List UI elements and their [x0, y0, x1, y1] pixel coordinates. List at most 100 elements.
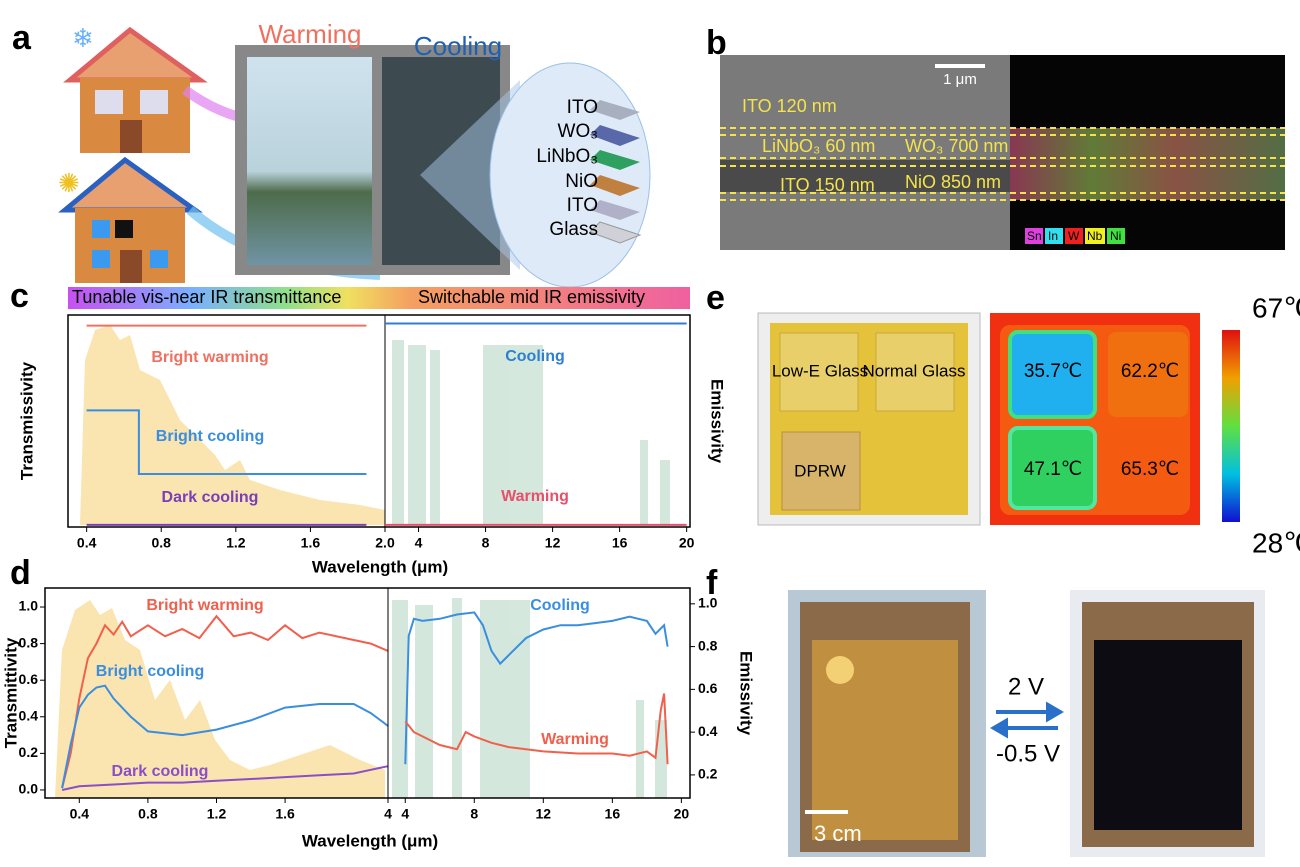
y2-tick-label: 0.2 [698, 766, 718, 782]
series-line [61, 684, 389, 789]
series-label: Dark cooling [162, 489, 259, 506]
x-tick-label: 1.6 [301, 535, 321, 551]
panel-letter: a [12, 19, 32, 57]
layer-label: ITO [567, 195, 598, 216]
y-axis-title: Transmissivity [17, 361, 36, 480]
x-tick-label: 0.8 [138, 806, 158, 822]
x-tick-label: 16 [612, 535, 628, 551]
annotation: ITO 120 nm [742, 96, 837, 116]
temperature: 65.3℃ [1121, 459, 1179, 480]
x-tick-label: 20 [679, 535, 695, 551]
panel-letter: b [706, 24, 727, 62]
element-legend: Sn In W Nb Ni [1025, 228, 1125, 244]
y-tick-label: 0.8 [19, 634, 39, 650]
header-text: Switchable mid IR emissivity [418, 287, 645, 307]
panel-letter: d [10, 554, 31, 592]
y2-tick-label: 0.8 [698, 637, 718, 653]
colorbar-label: 28℃ [1252, 527, 1300, 558]
glass-sample [875, 332, 955, 412]
voltage: -0.5 V [996, 740, 1060, 767]
house: ❄ [63, 23, 208, 153]
scale-label: 3 cm [814, 821, 862, 846]
annotation: NiO 850 nm [905, 172, 1001, 192]
annotation: ITO 150 nm [780, 175, 875, 195]
thermal-spot [1008, 426, 1097, 510]
y-tick-label: 0.2 [19, 744, 39, 760]
colorbar [1222, 330, 1240, 522]
atmospheric-window [392, 598, 667, 798]
x-tick-label: 20 [674, 806, 690, 822]
y-tick-label: 0.0 [19, 781, 39, 797]
y2-tick-label: 0.4 [698, 723, 718, 739]
x-tick-label: 1.2 [207, 806, 227, 822]
glass-sample [781, 431, 861, 511]
panel-letter: e [706, 279, 725, 317]
house: ✺ [58, 156, 203, 283]
layers [589, 100, 642, 244]
glass-sample [779, 332, 859, 412]
panel-b: 1 μm ITO 120 nm LiNbO₃ 60 nm WO₃ 700 nm … [720, 55, 1285, 250]
series-line [86, 409, 367, 475]
x-tick-label: 1.2 [226, 535, 246, 551]
panel-a: ❄ ✺ Warming Cooling ITO WO₃ LiNbO₃ NiO I… [58, 19, 651, 288]
x-tick-label: 16 [605, 806, 621, 822]
zoom-cone [420, 80, 520, 270]
layer-label: ITO [567, 97, 598, 118]
header-text: Tunable vis-near IR transmittance [72, 287, 341, 307]
switch-arrows [990, 701, 1064, 739]
series-line [404, 693, 669, 765]
layer-label: Glass [549, 219, 598, 240]
element-label: Ni [1110, 229, 1121, 243]
model-window [1094, 640, 1242, 830]
x-tick-label: 1.6 [275, 806, 295, 822]
x-tick-label: 4 [415, 535, 423, 551]
panel-f: 3 cm 2 V -0.5 V [788, 590, 1265, 857]
layer-label: WO₃ [558, 121, 598, 142]
header-bar [68, 287, 690, 309]
annotation: WO₃ 700 nm [905, 136, 1008, 156]
layer-label: NiO [565, 171, 598, 192]
element-label: Nb [1087, 229, 1103, 243]
x-tick-label: 0.4 [70, 806, 90, 822]
annotation: LiNbO₃ 60 nm [762, 136, 875, 156]
series-label: Cooling [505, 348, 565, 365]
temperature: 35.7℃ [1024, 361, 1082, 382]
series-line [61, 614, 389, 789]
sem-image [720, 55, 1010, 250]
sample-label: DPRW [794, 461, 846, 480]
eds-band [1010, 128, 1285, 200]
element-label: Sn [1027, 229, 1042, 243]
x-tick-label: 12 [545, 535, 561, 551]
layer-boundaries [720, 127, 1285, 201]
colorbar-label: 67℃ [1252, 292, 1300, 323]
thermal-spot [1008, 330, 1097, 419]
x-tick-label: 0.4 [77, 535, 97, 551]
solar-spectrum [55, 600, 385, 798]
y2-tick-label: 0.6 [698, 680, 718, 696]
series-line [404, 611, 669, 765]
layer-label: LiNbO₃ [536, 146, 598, 167]
lamp [826, 656, 854, 684]
x-tick-label: 8 [470, 806, 478, 822]
svg-text:✺: ✺ [58, 168, 80, 198]
y2-axis-title: Emissivity [737, 651, 756, 736]
y-tick-label: 0.6 [19, 671, 39, 687]
thermal-spot [1108, 332, 1188, 417]
panel-letter: c [10, 277, 29, 315]
label: Cooling [414, 31, 502, 61]
x-tick-label: 4 [384, 806, 392, 822]
sample-label: Low-E Glass [772, 361, 868, 380]
voltage: 2 V [1008, 673, 1044, 700]
window-pane [247, 57, 372, 265]
atmospheric-window [392, 340, 670, 525]
y-axis-title: Transmittivity [1, 637, 20, 748]
series-line [61, 765, 389, 791]
svg-text:❄: ❄ [72, 23, 94, 53]
y-tick-label: 0.4 [19, 707, 39, 723]
y-tick-label: 1.0 [19, 598, 39, 614]
x-tick-label: 12 [536, 806, 552, 822]
x-axis-title: Wavelength (μm) [302, 831, 438, 850]
series-label: Bright warming [146, 597, 263, 614]
temperature: 47.1℃ [1024, 459, 1082, 480]
